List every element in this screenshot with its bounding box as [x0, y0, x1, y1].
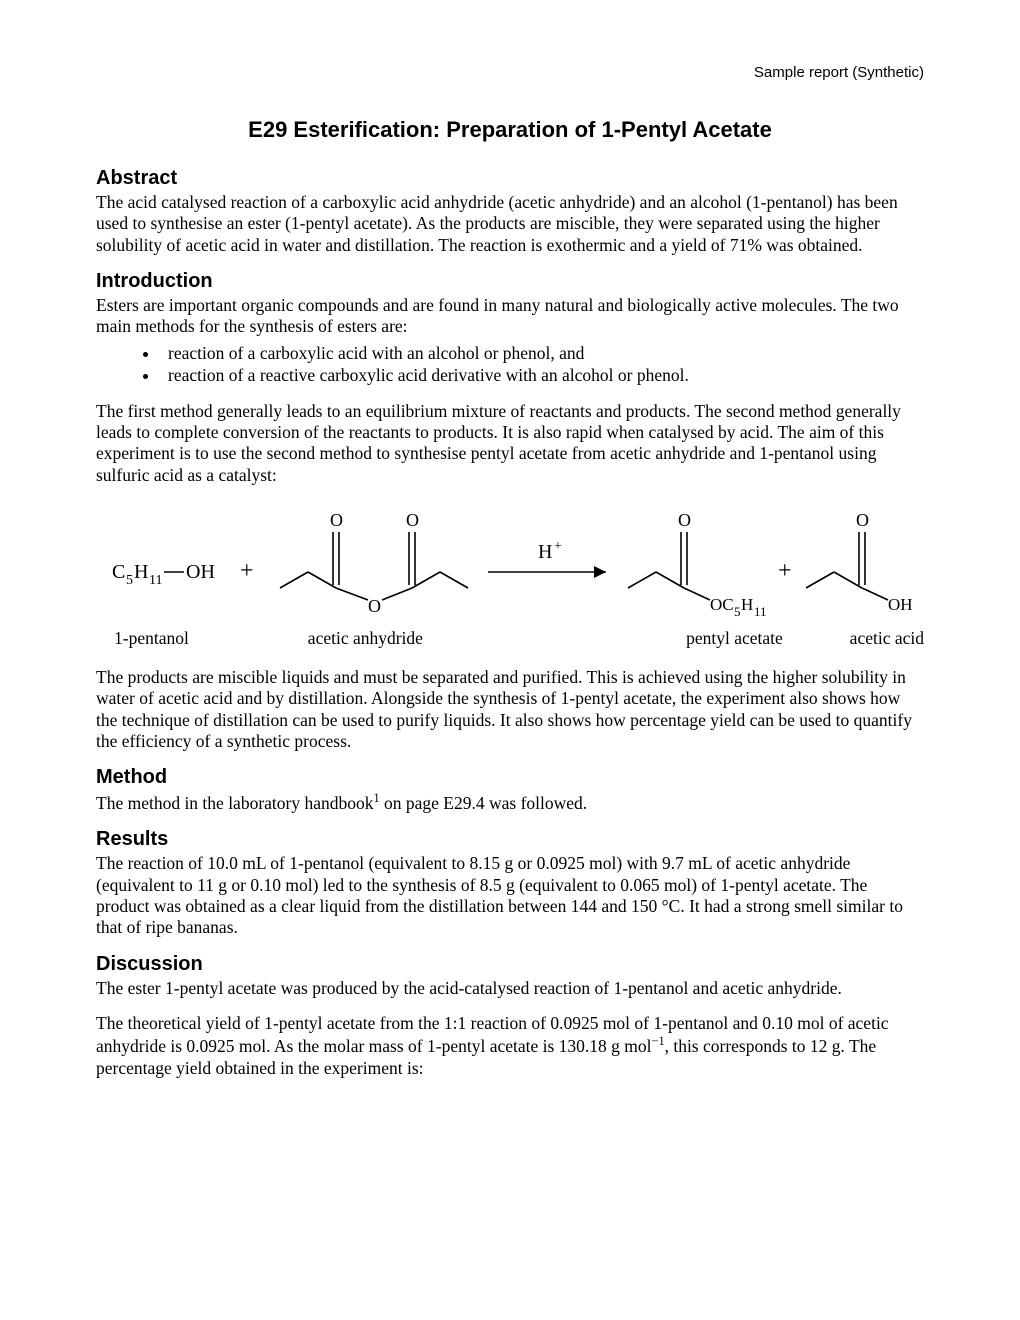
svg-text:+: +: [554, 539, 562, 554]
reaction-arrow: H +: [488, 539, 606, 578]
page-title: E29 Esterification: Preparation of 1-Pen…: [96, 117, 924, 143]
acid-O-top: O: [856, 510, 869, 530]
svg-text:H: H: [538, 541, 552, 563]
svg-text:C: C: [112, 561, 125, 583]
heading-method: Method: [96, 766, 924, 789]
ester-O-top: O: [678, 510, 691, 530]
heading-results: Results: [96, 828, 924, 851]
svg-text:11: 11: [754, 604, 767, 619]
label-acid: acetic acid: [804, 628, 924, 649]
heading-discussion: Discussion: [96, 953, 924, 976]
discussion-para1: The ester 1-pentyl acetate was produced …: [96, 978, 924, 999]
reaction-diagram: C 5 H 11 OH + O: [96, 500, 924, 649]
acid-OH: OH: [888, 595, 913, 614]
anhydride-O-left: O: [330, 510, 343, 530]
intro-para3: The products are miscible liquids and mu…: [96, 667, 924, 752]
intro-para2: The first method generally leads to an e…: [96, 401, 924, 486]
anhydride-O-right: O: [406, 510, 419, 530]
plus-1: +: [240, 558, 254, 584]
intro-bullet-2: reaction of a reactive carboxylic acid d…: [160, 364, 924, 386]
reaction-svg: C 5 H 11 OH + O: [100, 500, 920, 620]
method-text: The method in the laboratory handbook1 o…: [96, 791, 924, 814]
svg-text:OH: OH: [186, 561, 215, 583]
results-text: The reaction of 10.0 mL of 1-pentanol (e…: [96, 853, 924, 938]
label-ester: pentyl acetate: [665, 628, 805, 649]
label-anhydride: acetic anhydride: [236, 628, 495, 649]
svg-text:5: 5: [734, 604, 741, 619]
svg-text:H: H: [134, 561, 148, 583]
svg-text:11: 11: [149, 573, 162, 588]
label-pentanol: 1-pentanol: [96, 628, 236, 649]
method-text-pre: The method in the laboratory handbook: [96, 793, 374, 813]
anhydride-O-center: O: [368, 596, 381, 616]
plus-2: +: [778, 558, 792, 584]
svg-text:OC: OC: [710, 595, 734, 614]
svg-text:5: 5: [126, 573, 133, 588]
abstract-text: The acid catalysed reaction of a carboxy…: [96, 192, 924, 256]
discussion-para2-sup: −1: [652, 1034, 665, 1048]
method-text-post: on page E29.4 was followed.: [380, 793, 588, 813]
heading-introduction: Introduction: [96, 270, 924, 293]
svg-text:H: H: [741, 595, 753, 614]
intro-para1: Esters are important organic compounds a…: [96, 295, 924, 338]
intro-bullets: reaction of a carboxylic acid with an al…: [160, 342, 924, 387]
heading-abstract: Abstract: [96, 167, 924, 190]
discussion-para2: The theoretical yield of 1-pentyl acetat…: [96, 1013, 924, 1079]
diagram-labels-row: 1-pentanol acetic anhydride pentyl aceta…: [96, 628, 924, 649]
intro-bullet-1: reaction of a carboxylic acid with an al…: [160, 342, 924, 364]
header-note: Sample report (Synthetic): [96, 64, 924, 81]
